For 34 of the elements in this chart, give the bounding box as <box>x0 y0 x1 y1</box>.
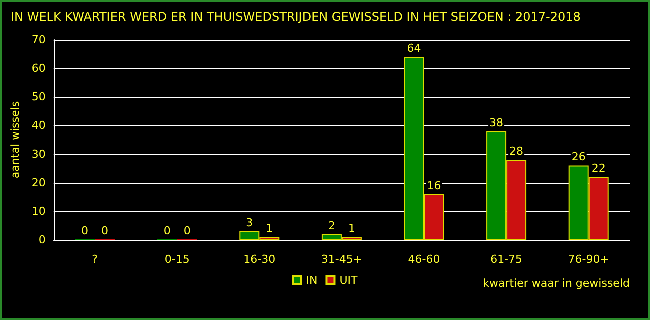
data-label: 0 <box>82 224 89 238</box>
legend-label: IN <box>306 274 318 287</box>
x-tick-label: 16-30 <box>244 253 276 266</box>
y-tick-label: 30 <box>32 148 46 161</box>
legend-label: UIT <box>340 274 358 287</box>
x-tick-label: 46-60 <box>408 253 440 266</box>
y-tick-label: 70 <box>32 34 46 46</box>
y-tick-label: 40 <box>32 119 46 132</box>
data-label: 0 <box>102 224 109 238</box>
x-tick-label: 76-90+ <box>568 253 610 266</box>
y-tick-label: 20 <box>32 176 46 190</box>
data-label: 3 <box>246 216 254 230</box>
data-label: 16 <box>427 179 442 192</box>
data-label: 0 <box>164 224 171 238</box>
chart-title: IN WELK KWARTIER WERD ER IN THUISWEDSTRIJDEN GEWISSELD IN HET SEIZOEN : 2017-2018 <box>11 10 581 24</box>
data-label: 2 <box>328 219 336 232</box>
y-axis-title: aantal wissels <box>9 101 22 179</box>
x-tick-label: 31-45+ <box>321 253 363 266</box>
data-label: 26 <box>572 150 586 164</box>
y-tick-label: 60 <box>32 62 46 76</box>
data-label: 1 <box>348 222 356 236</box>
y-tick-label: 10 <box>32 204 46 218</box>
x-tick-label: 61-75 <box>490 253 523 266</box>
x-axis-title: kwartier waar in gewisseld <box>483 277 630 290</box>
data-label: 28 <box>510 145 524 158</box>
y-tick-label: 50 <box>32 90 46 104</box>
y-tick-label: 0 <box>38 234 46 246</box>
data-label: 22 <box>592 162 606 176</box>
data-label: 38 <box>490 116 504 130</box>
x-tick-label: ? <box>92 253 98 266</box>
data-label: 1 <box>266 222 274 236</box>
x-tick-label: 0-15 <box>164 253 190 266</box>
data-label: 64 <box>407 42 422 56</box>
data-label: 0 <box>184 224 191 238</box>
